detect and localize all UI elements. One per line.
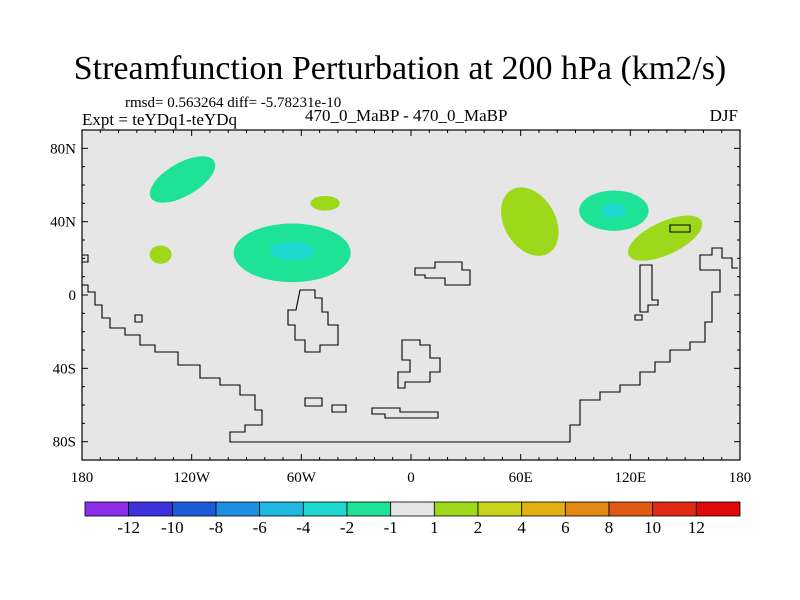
coastline-layer	[82, 224, 738, 443]
experiment-label: Expt = teYDq1-teYDq	[82, 110, 238, 129]
colorbar-swatch	[171, 501, 217, 517]
anomaly-contour	[501, 187, 559, 256]
y-tick-label: 0	[69, 288, 77, 304]
colorbar-swatch	[302, 501, 348, 517]
colorbar-label: 12	[688, 518, 705, 537]
coastline	[634, 314, 643, 321]
colorbar-swatch	[84, 501, 130, 517]
colorbar-swatch	[433, 501, 479, 517]
chart-title: Streamfunction Perturbation at 200 hPa (…	[73, 50, 727, 87]
anomaly-layer	[149, 156, 703, 283]
x-tick-label: 180	[71, 470, 94, 486]
anomaly-contour	[627, 215, 703, 261]
anomaly-contour	[601, 203, 627, 219]
colorbar-label: 10	[644, 518, 661, 537]
colorbar-label: -4	[296, 518, 311, 537]
tick-layer: 180 120W 60W 0 60E 120E 180 80N 40N 0 40S 80S	[50, 130, 751, 486]
anomaly-contour	[270, 241, 315, 261]
y-tick-label: 80N	[50, 141, 76, 157]
coastline	[134, 314, 143, 323]
colorbar-label: 1	[430, 518, 439, 537]
y-tick-label: 40N	[50, 215, 76, 231]
colorbar-swatch	[477, 501, 523, 517]
colorbar-label: 6	[561, 518, 570, 537]
colorbar-label: 8	[605, 518, 614, 537]
y-tick-label: 80S	[53, 435, 76, 451]
coastline	[371, 407, 439, 419]
coastline	[287, 289, 339, 353]
x-tick-label: 60W	[287, 470, 317, 486]
colorbar-swatch	[215, 501, 261, 517]
coastline	[331, 404, 347, 413]
coastline	[669, 224, 691, 233]
colorbar-swatch	[695, 501, 741, 517]
colorbar-swatch	[652, 501, 697, 517]
colorbar-swatch	[608, 501, 654, 517]
colorbar-label: 4	[517, 518, 526, 537]
colorbar-label: -2	[340, 518, 354, 537]
colorbar-swatch	[564, 501, 610, 517]
colorbar-swatch	[390, 501, 435, 517]
coastline	[414, 261, 471, 286]
anomaly-contour	[310, 196, 340, 211]
anomaly-contour	[149, 245, 172, 264]
colorbar-label: -8	[209, 518, 223, 537]
colorbar-label: -10	[161, 518, 184, 537]
colorbar-swatch	[259, 501, 304, 517]
coastline	[82, 254, 89, 263]
colorbar: -12 -10 -8 -6 -4 -2 -1 1 2 4 6 8 10 12	[84, 501, 741, 537]
colorbar-label: -1	[384, 518, 398, 537]
x-tick-label: 120E	[614, 470, 646, 486]
colorbar-label: 2	[474, 518, 483, 537]
x-tick-label: 120W	[173, 470, 211, 486]
x-tick-label: 0	[407, 470, 415, 486]
coastline	[304, 397, 323, 407]
coastline	[639, 264, 659, 313]
case-label: 470_0_MaBP - 470_0_MaBP	[305, 106, 508, 125]
season-label: DJF	[709, 106, 738, 125]
colorbar-label: -6	[253, 518, 267, 537]
x-tick-label: 180	[729, 470, 752, 486]
colorbar-swatch	[346, 501, 392, 517]
colorbar-swatch	[128, 501, 173, 517]
x-tick-label: 60E	[509, 470, 533, 486]
anomaly-contour	[149, 156, 216, 203]
stats-label: rmsd= 0.563264 diff= -5.78231e-10	[125, 95, 342, 111]
coastline	[82, 247, 738, 443]
y-tick-label: 40S	[53, 361, 76, 377]
colorbar-label: -12	[117, 518, 140, 537]
colorbar-swatch	[521, 501, 566, 517]
coastline	[397, 339, 441, 389]
